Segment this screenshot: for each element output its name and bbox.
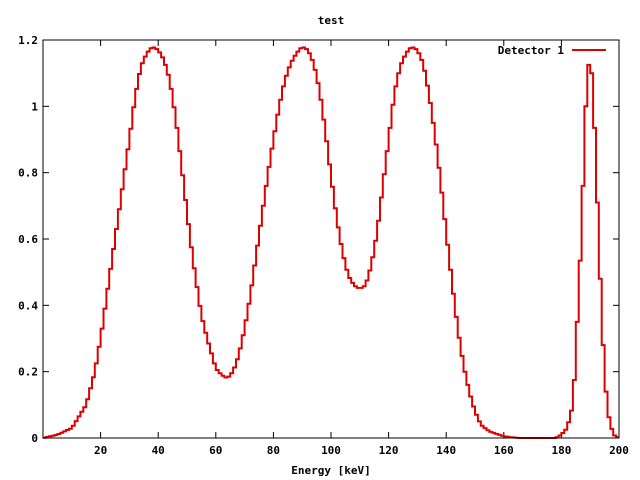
x-tick-label: 20 (94, 444, 107, 457)
x-tick-label: 100 (321, 444, 341, 457)
x-tick-label: 120 (379, 444, 399, 457)
x-tick-label: 180 (551, 444, 571, 457)
y-axis: 0 0.2 0.4 0.6 0.8 1 1.2 (18, 34, 619, 445)
plot-frame (42, 39, 620, 439)
y-tick-label: 0.4 (18, 299, 38, 312)
x-tick-label: 200 (609, 444, 629, 457)
chart-title: test (318, 14, 345, 27)
x-tick-label: 40 (152, 444, 165, 457)
x-axis: 20 40 60 80 100 120 140 160 180 200 (94, 40, 629, 457)
y-tick-label: 0 (31, 432, 38, 445)
x-tick-label: 160 (494, 444, 514, 457)
y-tick-label: 1.2 (18, 34, 38, 47)
y-tick-label: 1 (31, 100, 38, 113)
y-tick-label: 0.8 (18, 167, 38, 180)
x-tick-label: 80 (267, 444, 280, 457)
series-line-detector-1 (43, 46, 619, 439)
y-tick-label: 0.2 (18, 366, 38, 379)
x-tick-label: 140 (436, 444, 456, 457)
x-axis-label: Energy [keV] (291, 464, 370, 477)
legend-label: Detector 1 (498, 44, 565, 57)
legend: Detector 1 (498, 44, 606, 57)
x-tick-label: 60 (209, 444, 222, 457)
y-tick-label: 0.6 (18, 233, 38, 246)
